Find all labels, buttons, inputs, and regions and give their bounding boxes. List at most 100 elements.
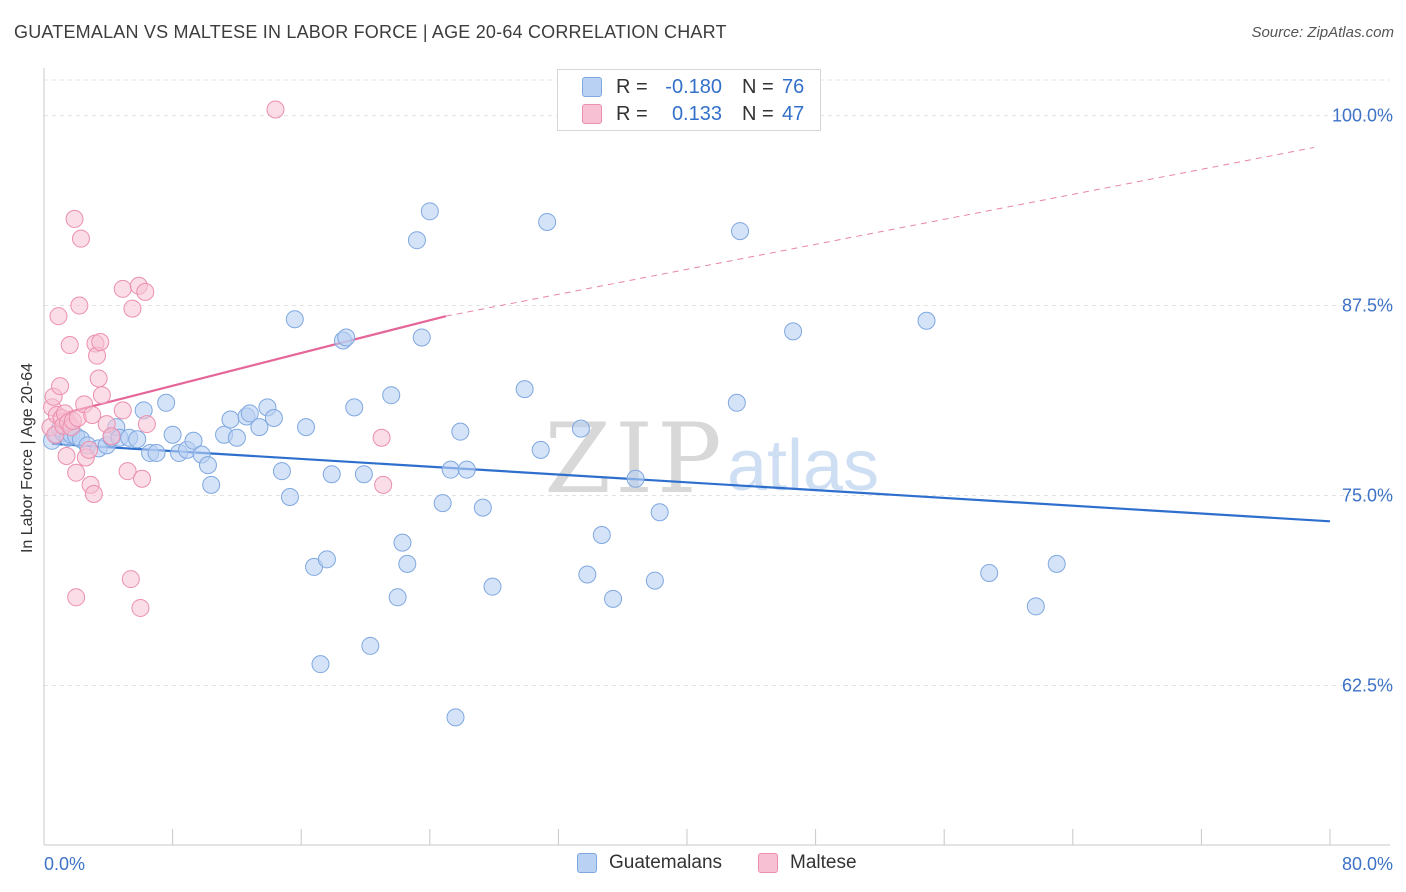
guatemalans-point — [412, 328, 431, 347]
watermark-zip: ZIP — [544, 403, 725, 515]
legend-row-guatemalans: R = -0.180 N = 76 — [582, 75, 804, 99]
guatemalans-point — [311, 655, 330, 674]
maltese-point — [123, 299, 142, 318]
guatemalans-point — [317, 550, 336, 569]
maltese-points — [41, 100, 393, 617]
guatemalans-point — [361, 636, 380, 655]
guatemalans-point — [337, 328, 356, 347]
guatemalans-point — [457, 460, 476, 479]
guatemalans-point — [198, 456, 217, 475]
maltese-point — [60, 336, 79, 355]
guatemalans-point — [1026, 597, 1045, 616]
guatemalans-point — [531, 440, 550, 459]
maltese-point — [266, 100, 285, 119]
guatemalans-points — [43, 202, 1066, 727]
maltese-point — [137, 415, 156, 434]
maltese-point — [92, 386, 111, 405]
maltese-point — [131, 598, 150, 617]
guatemalans-point — [451, 422, 470, 441]
legend-n-label: N = — [742, 75, 774, 98]
maltese-point — [80, 440, 99, 459]
trend-lines — [51, 147, 1331, 523]
legend-r-label: R = — [616, 102, 648, 125]
maltese-point — [113, 279, 132, 298]
guatemalans-point — [157, 393, 176, 412]
maltese-point — [113, 401, 132, 420]
guatemalans-point — [393, 533, 412, 552]
guatemalans-point — [240, 404, 259, 423]
guatemalans-point — [388, 588, 407, 607]
guatemalans-point — [398, 554, 417, 573]
legend-item-guatemalans: Guatemalans — [577, 852, 722, 874]
guatemalans-point — [128, 430, 147, 449]
maltese-point — [91, 333, 110, 352]
guatemalans-point — [515, 380, 534, 399]
legend-r-value: 0.133 — [671, 102, 722, 125]
guatemalans-point — [354, 465, 373, 484]
guatemalans-point — [571, 419, 590, 438]
legend-n-value: 47 — [782, 102, 805, 125]
maltese-point — [102, 427, 121, 446]
guatemalans-point — [727, 393, 746, 412]
maltese-point — [67, 463, 86, 482]
axes — [43, 68, 1390, 846]
source-credit: Source: ZipAtlas.com — [1251, 24, 1394, 41]
guatemalans-point — [202, 475, 221, 494]
guatemalans-point — [731, 222, 750, 241]
legend-label-guatemalans: Guatemalans — [609, 852, 723, 873]
guatemalans-point — [285, 310, 304, 329]
legend-n-value: 76 — [782, 75, 805, 98]
guatemalans-point — [441, 460, 460, 479]
guatemalans-point — [578, 565, 597, 584]
maltese-point — [118, 462, 137, 481]
guatemalans-point — [626, 469, 645, 488]
maltese-point — [67, 588, 86, 607]
x-tick-label: 0.0% — [44, 854, 85, 874]
guatemalans-point — [297, 418, 316, 437]
guatemalans-point — [784, 322, 803, 341]
grid-lines — [44, 79, 1390, 686]
guatemalans-point — [250, 418, 269, 437]
guatemalans-point — [264, 408, 283, 427]
maltese-point — [84, 484, 103, 503]
maltese-point — [121, 570, 140, 589]
guatemalans-point — [1047, 554, 1066, 573]
legend-swatch-pink — [758, 853, 778, 873]
maltese-trendline — [51, 315, 447, 418]
maltese-point — [372, 428, 391, 447]
guatemalans-point — [650, 503, 669, 522]
y-tick-label: 87.5% — [1342, 296, 1393, 316]
watermark: ZIP atlas — [544, 403, 879, 515]
guatemalans-point — [645, 571, 664, 590]
maltese-point — [71, 229, 90, 248]
maltese-point — [89, 369, 108, 388]
guatemalans-point — [538, 212, 557, 231]
maltese-point — [57, 446, 76, 465]
y-tick-label: 100.0% — [1332, 106, 1393, 126]
guatemalans-point — [420, 202, 439, 221]
maltese-point — [374, 475, 393, 494]
maltese-point — [70, 296, 89, 315]
guatemalans-point — [163, 425, 182, 444]
guatemalans-point — [592, 526, 611, 544]
tick-labels: 100.0% 87.5% 75.0% 62.5% 0.0% 80.0% — [44, 106, 1393, 874]
x-tick-label: 80.0% — [1342, 854, 1393, 874]
y-tick-label: 75.0% — [1342, 485, 1393, 505]
correlation-legend: R = -0.180 N = 76 R = 0.133 N = 47 — [557, 69, 821, 131]
y-tick-label: 62.5% — [1342, 675, 1393, 695]
guatemalans-point — [980, 563, 999, 582]
guatemalans-point — [322, 465, 341, 484]
legend-item-maltese: Maltese — [758, 852, 857, 874]
series-legend: Guatemalans Maltese — [0, 852, 1406, 876]
guatemalans-point — [473, 498, 492, 517]
legend-swatch-blue — [582, 77, 602, 97]
maltese-point — [133, 469, 152, 488]
guatemalans-point — [433, 494, 452, 513]
guatemalans-point — [407, 231, 426, 250]
guatemalans-point — [280, 488, 299, 507]
guatemalans-point — [227, 428, 246, 447]
legend-r-label: R = — [616, 75, 648, 98]
guatemalans-point — [483, 577, 502, 596]
guatemalans-point — [147, 443, 166, 462]
